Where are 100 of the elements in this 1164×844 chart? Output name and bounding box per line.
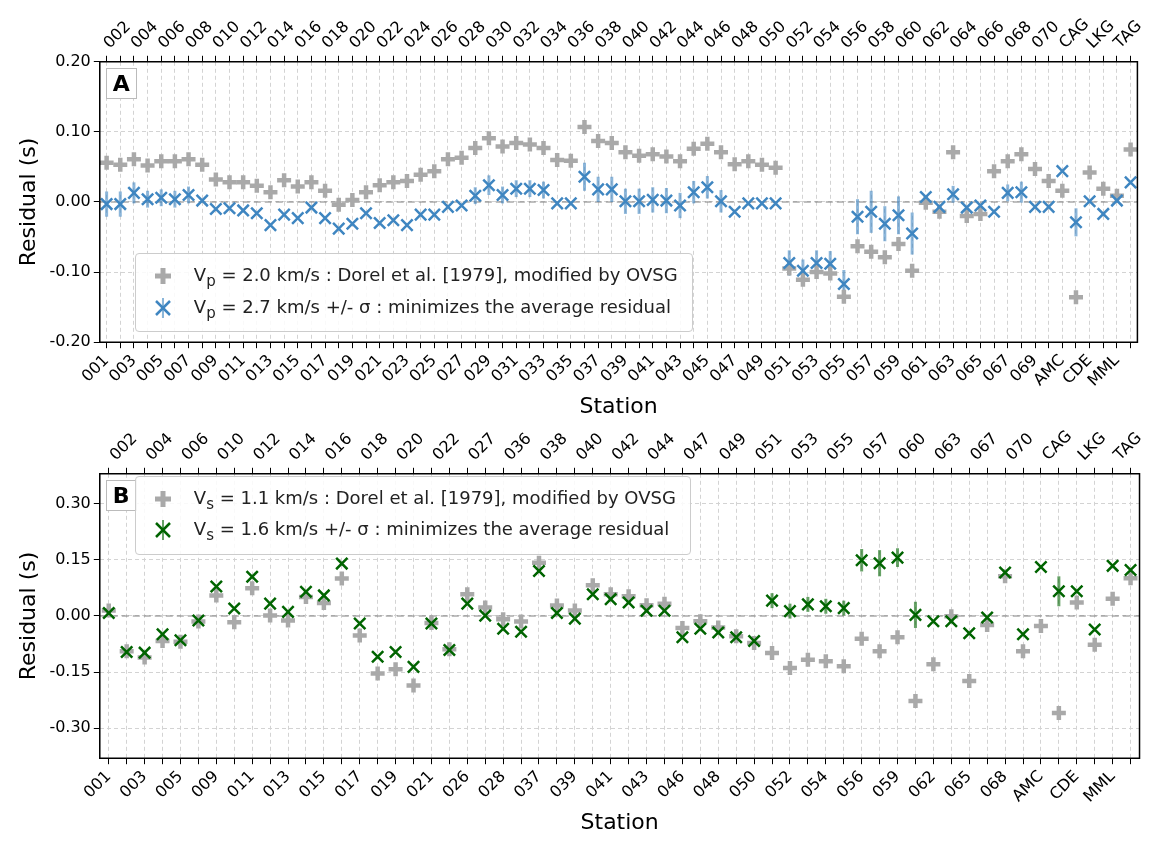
y-tick-label: 0.00 (55, 605, 91, 625)
point (585, 587, 600, 602)
x-tick-label: 038 (535, 428, 571, 464)
point (655, 594, 674, 613)
point (639, 603, 654, 618)
y-tick-label: -0.20 (49, 331, 91, 351)
y-tick-label: -0.30 (49, 717, 91, 737)
x-tick-label: 036 (499, 428, 535, 464)
legend-label: V$_{p}$ = 2.7 km/s +/- σ : minimizes the average residual (193, 295, 672, 322)
x-tick-label: 047 (679, 428, 715, 464)
x-tick-label: TAG (1108, 427, 1146, 465)
point (711, 625, 726, 640)
x-tick-label: 009 (187, 766, 223, 802)
x-tick-label: 050 (724, 766, 760, 802)
point (834, 656, 853, 676)
x-tick-label: 005 (151, 766, 187, 802)
x-tick-label: 042 (607, 428, 643, 464)
point (242, 579, 262, 598)
point (281, 604, 295, 619)
point (798, 650, 818, 670)
x-tick-label: 018 (356, 428, 392, 464)
legend-label: V$_{p}$ = 2.0 km/s : Dorel et al. [1979], modified by OVSG (193, 264, 678, 290)
x-tick-label: 006 (177, 428, 213, 464)
point (332, 569, 352, 588)
point (101, 606, 116, 620)
point (316, 588, 331, 603)
x-tick-label: 046 (653, 766, 689, 802)
y-tick-label: -0.10 (49, 261, 91, 281)
point (765, 593, 779, 608)
point (980, 610, 995, 625)
x-tick-label: 027 (463, 428, 499, 464)
point (906, 691, 925, 711)
point (225, 613, 244, 632)
x-tick-label: 065 (939, 766, 975, 802)
point (1085, 635, 1104, 655)
point (368, 664, 387, 683)
point (944, 614, 959, 629)
x-tick-label: 055 (822, 428, 858, 464)
annotation: A (112, 70, 130, 96)
point (1034, 560, 1048, 574)
point (550, 606, 564, 620)
point (511, 612, 531, 631)
x-tick-label: 015 (294, 766, 330, 802)
x-tick-label: 048 (688, 766, 725, 802)
x-tick-label: 001 (79, 766, 115, 802)
point (299, 584, 313, 599)
point (852, 629, 871, 649)
point (816, 652, 836, 671)
point (747, 634, 762, 648)
x-tick-label: 049 (714, 428, 750, 464)
point (514, 624, 528, 639)
point (890, 550, 905, 565)
x-tick-label: 068 (975, 766, 1011, 802)
point (1031, 616, 1051, 636)
y-axis-title: Residual (s) (14, 137, 40, 267)
x-axis-title: Station (579, 392, 658, 418)
point (388, 645, 403, 659)
point (603, 592, 618, 607)
x-tick-label: 037 (509, 766, 545, 802)
point (1123, 563, 1138, 577)
x-tick-label: 002 (105, 428, 141, 464)
x-tick-label: 043 (617, 766, 653, 802)
x-tick-label: 022 (428, 428, 464, 464)
point (836, 601, 851, 616)
x-tick-label: 011 (222, 766, 258, 802)
legend-label: V$_{s}$ = 1.1 km/s : Dorel et al. [1979], modified by OVSG (193, 486, 676, 513)
point (1105, 558, 1120, 573)
point (1013, 641, 1033, 661)
point (962, 626, 977, 641)
point (1103, 589, 1122, 609)
point (406, 659, 421, 674)
x-tick-label: 063 (930, 428, 966, 464)
point (1049, 703, 1069, 723)
x-tick-label: 010 (213, 428, 249, 464)
x-tick-label: 016 (320, 428, 356, 464)
y-tick-label: 0.30 (55, 492, 91, 512)
x-tick-label: 012 (248, 428, 284, 464)
point (386, 659, 405, 679)
point (478, 608, 493, 623)
point (818, 599, 833, 614)
point (496, 621, 511, 636)
x-tick-label: 040 (571, 428, 607, 464)
point (621, 595, 636, 610)
point (998, 565, 1012, 580)
point (155, 627, 170, 642)
x-tick-label: 028 (473, 766, 509, 802)
point (458, 585, 477, 604)
point (245, 569, 260, 584)
x-tick-label: 057 (858, 428, 894, 464)
point (119, 645, 134, 659)
x-tick-label: 039 (545, 766, 581, 802)
x-tick-label: 070 (1001, 428, 1037, 464)
point (854, 553, 869, 568)
point (959, 671, 979, 691)
point (762, 643, 782, 663)
point (1016, 627, 1030, 642)
point (1087, 622, 1102, 637)
y-tick-label: 0.00 (55, 191, 91, 211)
x-tick-label: 020 (392, 428, 428, 464)
point (675, 630, 690, 645)
